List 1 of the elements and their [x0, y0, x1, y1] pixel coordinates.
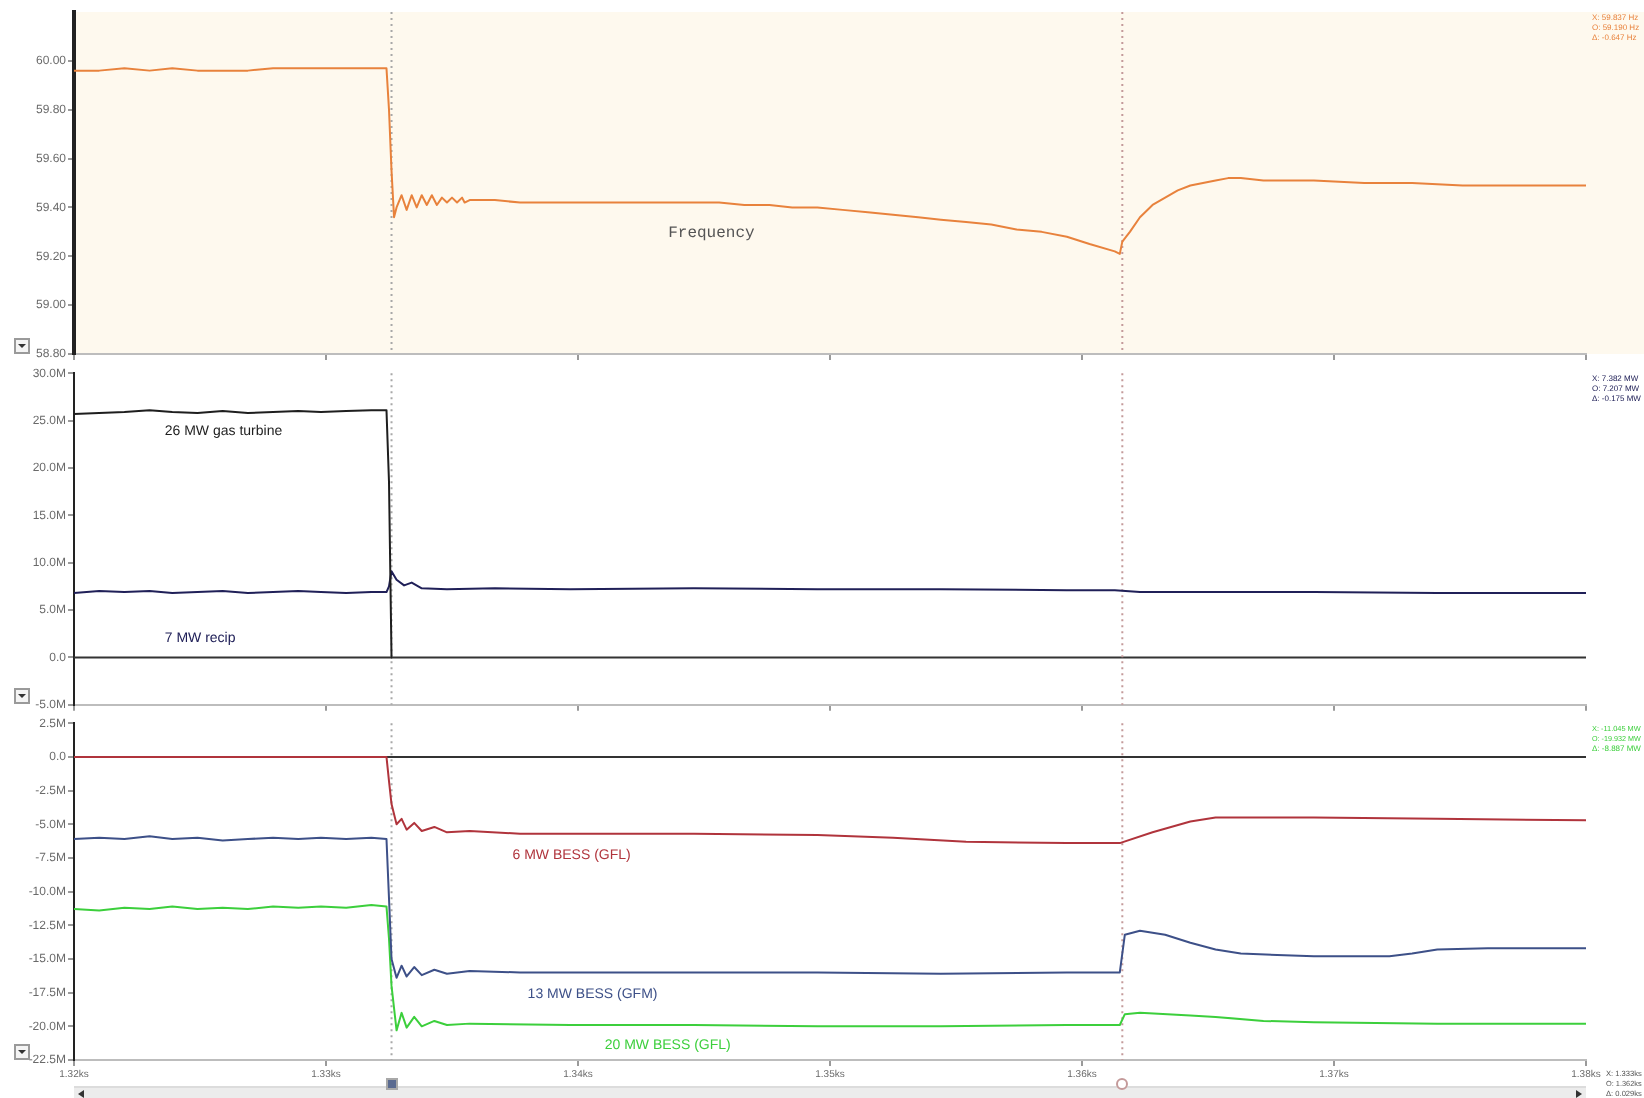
series-label: Frequency	[668, 224, 756, 243]
